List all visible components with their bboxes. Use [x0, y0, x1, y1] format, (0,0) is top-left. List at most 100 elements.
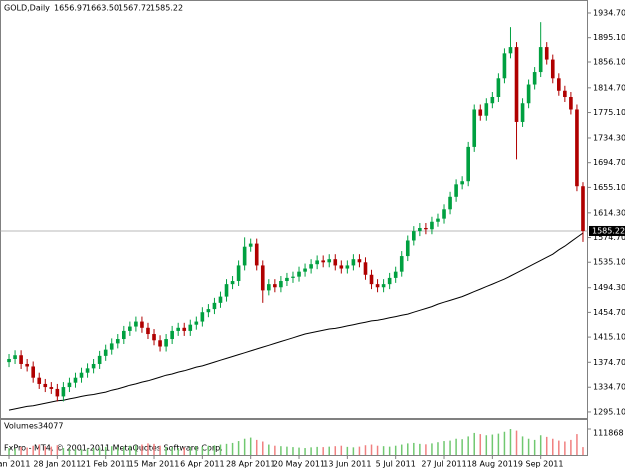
y-tick-label: 1775.10: [593, 108, 625, 117]
candle-body: [333, 259, 338, 266]
y-tick-label: 1295.10: [593, 407, 625, 416]
x-tick-label: 28 Jan 2011: [33, 460, 81, 469]
candle-body: [176, 327, 180, 331]
candle-body: [109, 343, 114, 350]
y-tick-label: 1494.30: [593, 283, 625, 292]
candle-body: [7, 358, 11, 363]
price-marker-label: 1585.22: [592, 226, 625, 235]
x-tick-label: 15 Mar 2011: [129, 460, 180, 469]
candle-body: [357, 259, 362, 263]
candle-body: [466, 146, 470, 182]
candle-body: [85, 368, 90, 373]
candle-body: [327, 259, 332, 263]
y-tick-label: 1334.70: [593, 383, 625, 392]
candle-body: [339, 265, 344, 269]
x-tick-label: 27 Jul 2011: [421, 460, 466, 469]
candle-body: [484, 103, 489, 116]
candle-body: [122, 330, 126, 340]
x-tick-label: 13 Jun 2011: [323, 460, 371, 469]
candle-body: [387, 277, 392, 285]
candle-body: [502, 53, 507, 79]
candle-body: [134, 321, 138, 327]
candle-body: [550, 59, 555, 79]
y-tick-label: 1734.30: [593, 133, 625, 142]
chart-title: GOLD,Daily: [4, 4, 50, 13]
candle-body: [526, 84, 531, 104]
candle-body: [460, 181, 464, 185]
candle-body: [31, 366, 35, 378]
candle-body: [170, 330, 174, 340]
header-low: 1567.72: [118, 4, 151, 13]
candle-body: [91, 363, 96, 369]
candle-body: [375, 284, 380, 288]
candle-body: [351, 259, 356, 266]
candle-body: [49, 387, 54, 389]
volume-last: 34077: [38, 422, 63, 431]
candle-body: [291, 276, 295, 278]
volume-panel: [0, 419, 588, 456]
candle-body: [206, 309, 211, 313]
candle-body: [569, 97, 573, 110]
candle-body: [103, 349, 108, 356]
candle-body: [224, 284, 229, 297]
x-tick-label: 28 Apr 2011: [226, 460, 275, 469]
candle-body: [285, 277, 289, 282]
candle-body: [152, 334, 156, 341]
candle-body: [115, 339, 120, 344]
candle-body: [442, 209, 446, 219]
candle-body: [194, 321, 199, 325]
candle-body: [369, 274, 374, 285]
candle-body: [37, 377, 42, 384]
candle-body: [67, 382, 72, 388]
candle-body: [182, 327, 187, 331]
candle-body: [97, 355, 102, 364]
candle-body: [230, 281, 235, 285]
candle-body: [13, 355, 17, 359]
candle-body: [128, 326, 132, 331]
candle-body: [273, 284, 277, 288]
candle-body: [405, 240, 410, 257]
y-tick-label: 1374.70: [593, 358, 625, 367]
candle-body: [321, 260, 325, 263]
candle-body: [496, 78, 501, 98]
x-tick-label: 6 Apr 2011: [180, 460, 224, 469]
y-tick-label: 1694.70: [593, 158, 625, 167]
candle-body: [279, 281, 283, 288]
candle-body: [164, 339, 168, 347]
candle-body: [575, 109, 579, 187]
y-tick-label: 1856.10: [593, 58, 625, 67]
header-high: 1663.50: [86, 4, 119, 13]
candle-body: [472, 109, 477, 147]
candle-body: [248, 243, 253, 247]
candle-body: [538, 47, 543, 73]
candle-body: [61, 387, 66, 397]
x-tick-label: 5 Jul 2011: [376, 460, 416, 469]
candle-body: [73, 377, 78, 383]
candle-body: [581, 186, 585, 231]
candle-body: [19, 355, 23, 364]
y-tick-label: 1934.70: [593, 8, 625, 17]
candle-body: [309, 264, 313, 269]
x-tick-label: 6 Jan 2011: [0, 460, 30, 469]
y-tick-label: 1535.10: [593, 258, 625, 267]
candle-body: [508, 47, 513, 54]
candle-body: [563, 90, 567, 98]
moving-average: [8, 232, 584, 411]
y-tick-label: 1614.30: [593, 208, 625, 217]
candle-body: [454, 184, 458, 197]
candle-body: [303, 268, 307, 272]
price-marker: [589, 225, 625, 236]
candle-body: [146, 327, 150, 335]
candle-body: [43, 383, 48, 388]
candle-body: [267, 284, 271, 291]
candle-body: [544, 47, 549, 60]
candle-body: [200, 312, 205, 322]
candle-body: [448, 196, 452, 210]
candle-body: [345, 265, 350, 269]
candle-body: [424, 227, 428, 230]
candle-body: [242, 246, 247, 266]
candle-body: [381, 284, 386, 288]
candle-body: [158, 340, 162, 347]
volume-tick-label: 111868: [593, 429, 624, 438]
